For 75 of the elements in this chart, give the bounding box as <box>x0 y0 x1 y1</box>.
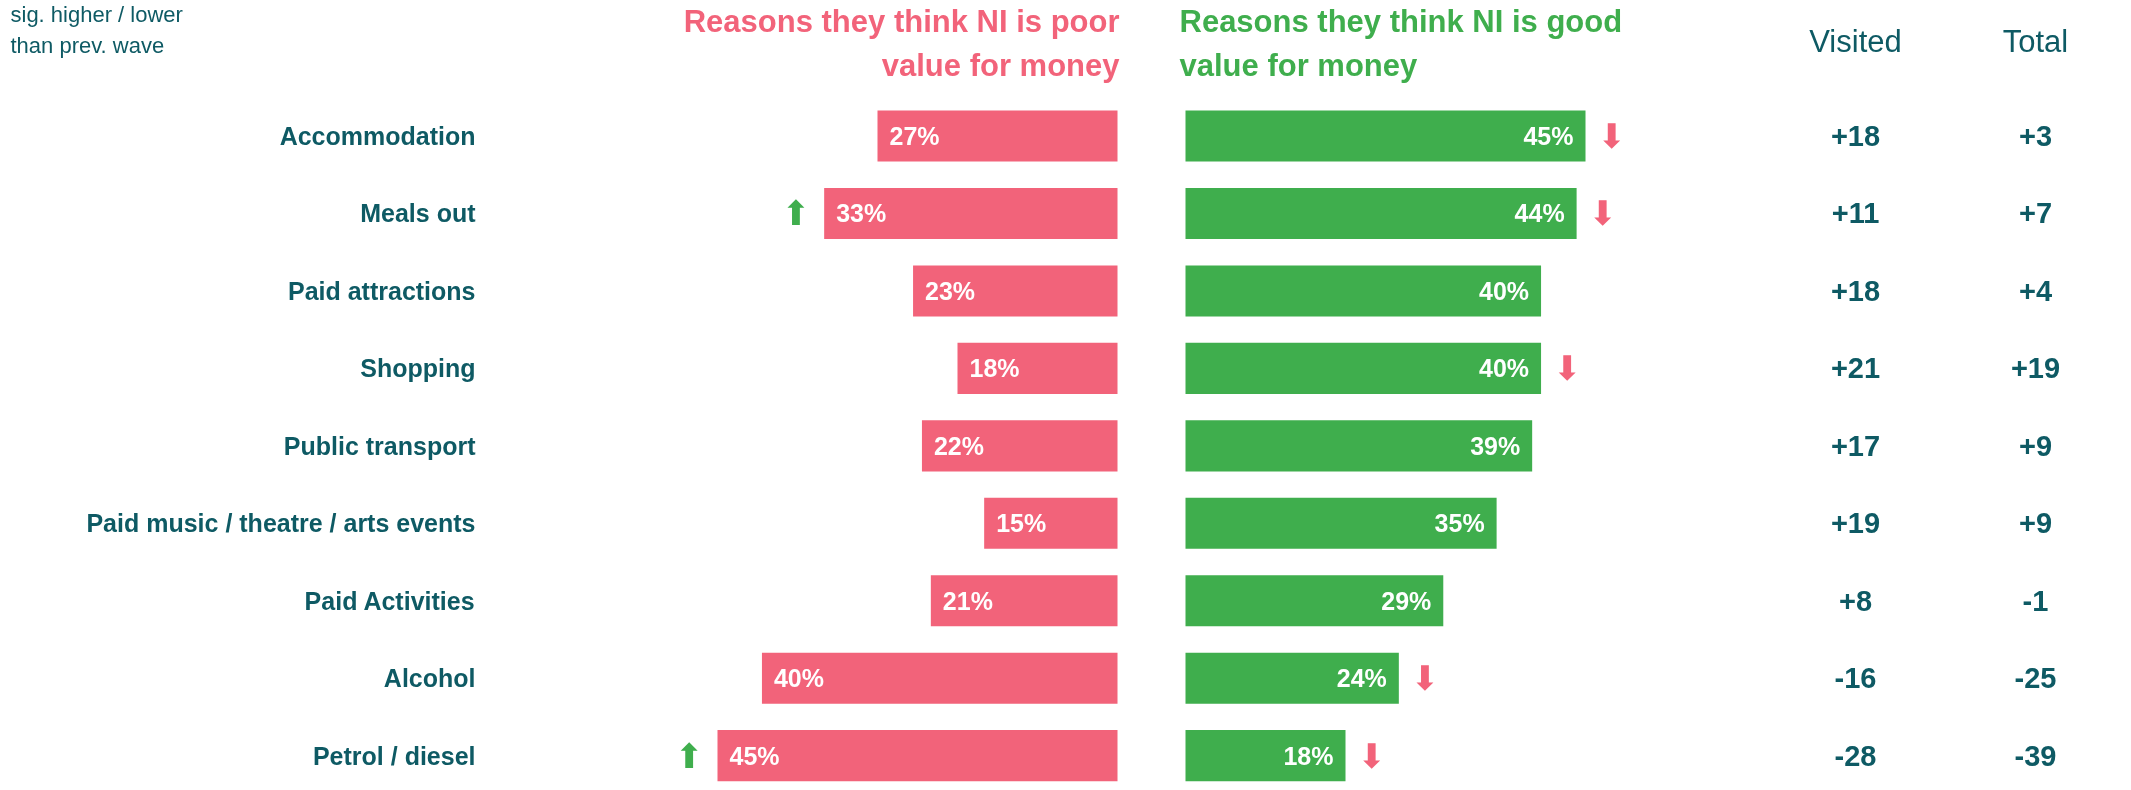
chart-title: Reasons they think NI is good value for money <box>1179 4 1623 84</box>
bar <box>1185 420 1533 472</box>
data-label: 21% <box>942 586 993 615</box>
data-label: 18% <box>1283 741 1334 770</box>
annotation: ⬇ <box>1588 193 1618 234</box>
text: +4 <box>2018 274 2053 307</box>
data-label: 40% <box>1479 276 1530 305</box>
text: +9 <box>2018 429 2053 462</box>
data-label: 45% <box>1523 122 1574 151</box>
data-label: 22% <box>933 431 984 460</box>
annotation: ⬇ <box>1553 348 1582 389</box>
text: sig. higher / lower than prev. wave <box>10 2 183 59</box>
annotation: ⬇ <box>1357 735 1386 776</box>
data-label: 33% <box>836 199 887 228</box>
bar <box>1185 730 1346 782</box>
category-label: Total <box>2002 23 2069 59</box>
data-label: 45% <box>729 741 780 770</box>
data-label: 24% <box>1336 664 1387 693</box>
data-label: 18% <box>969 354 1020 383</box>
text: +21 <box>1830 352 1881 385</box>
bar <box>1185 652 1399 704</box>
bar <box>761 652 1118 704</box>
bar <box>957 342 1118 394</box>
y-tick-label: Public transport <box>283 431 477 460</box>
text: -25 <box>2014 662 2057 695</box>
y-tick-label: Alcohol <box>383 664 476 693</box>
data-label: 27% <box>889 122 940 151</box>
text: +18 <box>1830 120 1881 153</box>
text: +19 <box>1830 507 1881 540</box>
text: -16 <box>1834 662 1877 695</box>
bar <box>984 497 1118 549</box>
bar <box>1185 575 1444 627</box>
bar <box>1185 110 1586 162</box>
data-label: 40% <box>773 664 824 693</box>
text: +3 <box>2018 120 2053 153</box>
text: -28 <box>1834 739 1877 772</box>
data-label: 35% <box>1434 509 1485 538</box>
text: +19 <box>2010 352 2061 385</box>
bar <box>1185 265 1542 317</box>
data-label: 15% <box>996 509 1047 538</box>
text: -39 <box>2014 739 2057 772</box>
data-label: 44% <box>1514 199 1565 228</box>
text: +8 <box>1838 584 1873 617</box>
text: -1 <box>2022 584 2049 617</box>
text: +7 <box>2018 197 2053 230</box>
y-tick-label: Paid music / theatre / arts events <box>86 509 476 538</box>
y-tick-label: Shopping <box>360 354 476 383</box>
bar <box>824 187 1118 240</box>
y-tick-label: Paid Activities <box>304 586 475 615</box>
text: +18 <box>1830 274 1881 307</box>
bar <box>930 575 1118 627</box>
annotation: ⬆ <box>781 193 811 234</box>
annotation: ⬆ <box>675 735 704 776</box>
bar <box>1185 497 1497 549</box>
data-label: 29% <box>1381 586 1432 615</box>
bar <box>913 265 1118 317</box>
chart-title: Reasons they think NI is poor value for money <box>683 4 1121 84</box>
bar <box>1185 342 1542 394</box>
annotation: ⬇ <box>1410 658 1440 699</box>
category-label: Visited <box>1809 23 1902 59</box>
bar <box>921 420 1118 472</box>
bar <box>877 110 1118 162</box>
bar <box>717 730 1118 782</box>
y-tick-label: Meals out <box>360 199 477 228</box>
bar <box>1185 187 1577 240</box>
y-tick-label: Paid attractions <box>287 276 476 305</box>
text: +17 <box>1830 429 1881 462</box>
y-tick-label: Petrol / diesel <box>312 741 476 770</box>
text: +9 <box>2018 507 2053 540</box>
y-tick-label: Accommodation <box>279 122 476 151</box>
data-label: 40% <box>1479 354 1530 383</box>
text: +11 <box>1831 197 1880 230</box>
annotation: ⬇ <box>1597 116 1626 157</box>
data-label: 39% <box>1470 431 1521 460</box>
data-label: 23% <box>925 276 976 305</box>
